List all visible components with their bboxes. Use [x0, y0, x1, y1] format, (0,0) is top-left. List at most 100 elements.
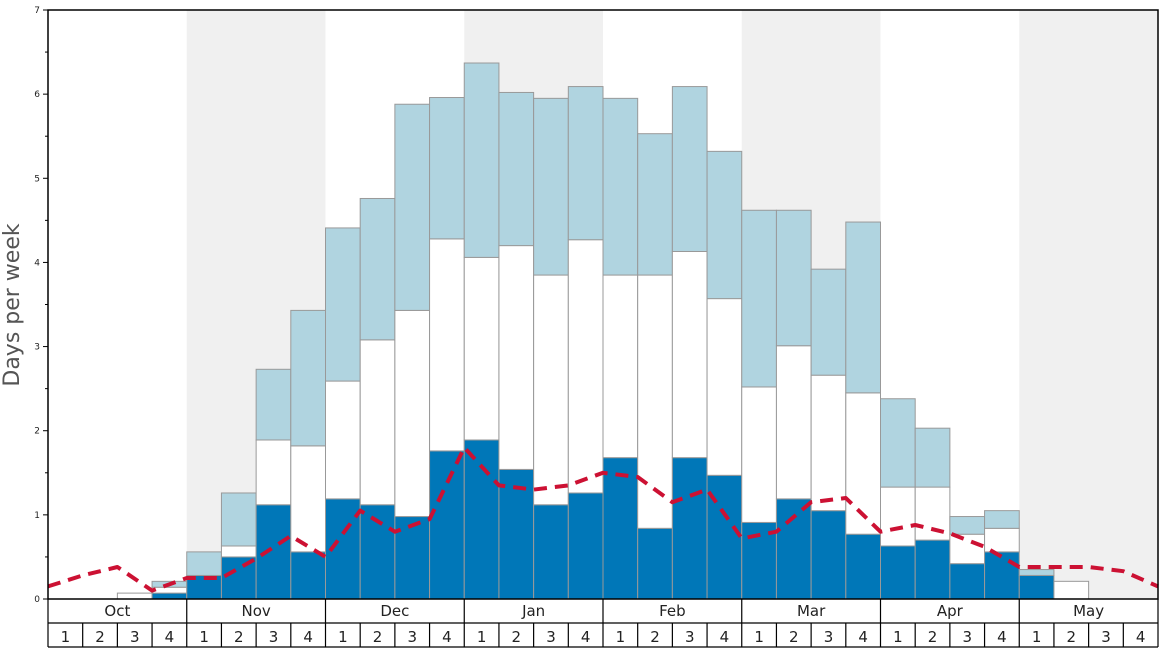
bar-dark-week-4	[151, 592, 188, 600]
week-label: 1	[616, 628, 626, 646]
bar-light-week-12	[429, 97, 465, 240]
month-label-jan: Jan	[521, 602, 545, 620]
y-ticks: 0 1 2 3 4 5 6 7	[34, 6, 48, 605]
bar-white-week-20	[706, 298, 743, 476]
week-label: 2	[928, 628, 938, 646]
week-label: 2	[95, 628, 105, 646]
month-label-mar: Mar	[797, 602, 826, 620]
bar-light-week-11	[394, 103, 431, 311]
bar-white-week-6	[220, 545, 257, 558]
week-label: 3	[1101, 628, 1111, 646]
bar-dark-week-22	[775, 498, 812, 600]
week-label: 3	[685, 628, 695, 646]
week-label: 1	[477, 628, 487, 646]
bar-light-week-17	[602, 97, 639, 276]
bar-white-week-11	[394, 309, 431, 518]
month-label-apr: Apr	[937, 602, 964, 620]
week-label: 1	[61, 628, 71, 646]
week-label: 2	[789, 628, 799, 646]
bar-light-week-26	[914, 427, 951, 488]
week-label: 4	[581, 628, 591, 646]
bar-dark-week-16	[567, 492, 604, 600]
bar-dark-week-15	[533, 504, 569, 600]
bar-white-week-14	[498, 245, 535, 470]
bar-light-week-10	[359, 197, 396, 341]
bar-light-week-19	[671, 86, 708, 252]
bar-white-week-23	[810, 374, 847, 512]
week-label: 2	[234, 628, 244, 646]
bar-light-week-15	[533, 97, 569, 276]
bar-white-week-12	[429, 238, 465, 452]
bar-light-week-22	[775, 209, 812, 347]
bar-dark-week-19	[671, 457, 708, 600]
bar-white-week-24	[845, 392, 881, 535]
y-tick-label: 7	[34, 6, 40, 16]
bar-light-week-5	[186, 551, 222, 576]
bar-white-week-21	[741, 386, 777, 523]
bar-dark-week-7	[255, 504, 292, 600]
bar-white-week-9	[325, 380, 361, 500]
bar-dark-week-26	[914, 539, 951, 600]
bar-dark-week-29	[1018, 574, 1055, 600]
bar-light-week-28	[984, 510, 1020, 529]
week-label: 4	[442, 628, 452, 646]
bar-dark-week-14	[498, 468, 535, 600]
week-label: 2	[650, 628, 660, 646]
week-label: 2	[1067, 628, 1077, 646]
bar-light-week-8	[290, 309, 326, 447]
y-tick-label: 1	[34, 511, 40, 521]
month-label-dec: Dec	[380, 602, 409, 620]
bar-dark-week-17	[602, 457, 639, 600]
week-label: 3	[962, 628, 972, 646]
bar-white-week-3	[116, 592, 153, 600]
bar-white-week-13	[463, 256, 500, 441]
y-tick-label: 2	[34, 427, 40, 437]
bar-light-week-7	[255, 368, 292, 441]
bar-white-week-4	[151, 586, 188, 594]
bar-white-week-19	[671, 250, 708, 459]
month-label-feb: Feb	[659, 602, 686, 620]
week-label: 1	[893, 628, 903, 646]
bar-dark-week-27	[949, 563, 986, 600]
bar-light-week-14	[498, 91, 535, 247]
week-label: 3	[269, 628, 279, 646]
week-label: 1	[1032, 628, 1042, 646]
week-label: 2	[512, 628, 522, 646]
week-label: 3	[407, 628, 417, 646]
bar-light-week-20	[706, 150, 743, 300]
bar-white-week-15	[533, 274, 569, 506]
week-label: 3	[546, 628, 556, 646]
y-tick-label: 4	[34, 258, 40, 268]
bar-dark-week-25	[880, 545, 916, 600]
shade-may	[1019, 10, 1158, 599]
bar-light-week-21	[741, 209, 777, 388]
bar-dark-week-28	[984, 551, 1020, 600]
y-tick-label: 5	[34, 174, 40, 184]
bar-white-week-26	[914, 486, 951, 541]
bar-white-week-17	[602, 274, 639, 459]
week-label: 3	[130, 628, 140, 646]
bar-white-week-30	[1053, 580, 1090, 600]
bar-light-week-16	[567, 86, 604, 241]
bar-light-week-9	[325, 227, 361, 382]
bar-white-week-10	[359, 339, 396, 506]
y-tick-label: 0	[34, 595, 40, 605]
month-label-nov: Nov	[241, 602, 270, 620]
week-label: 1	[199, 628, 209, 646]
bar-light-week-23	[810, 268, 847, 376]
week-label: 4	[1136, 628, 1146, 646]
week-label: 4	[720, 628, 730, 646]
average-line	[47, 445, 1159, 593]
bar-light-week-25	[880, 398, 916, 488]
week-label: 4	[858, 628, 868, 646]
bar-dark-week-8	[290, 551, 326, 600]
week-label: 1	[754, 628, 764, 646]
bar-light-week-13	[463, 62, 500, 258]
y-axis-label: Days per week	[0, 223, 25, 386]
week-label: 3	[824, 628, 834, 646]
bar-dark-week-12	[429, 450, 465, 600]
x-axis-labels: Oct 1 2 3 4 Nov 1 2 3 4 Dec 1 2 3 4 Jan 1 2 3 4 Feb 1 2 3 4 Mar 1 2…	[61, 602, 1146, 646]
bar-light-week-27	[949, 516, 986, 535]
